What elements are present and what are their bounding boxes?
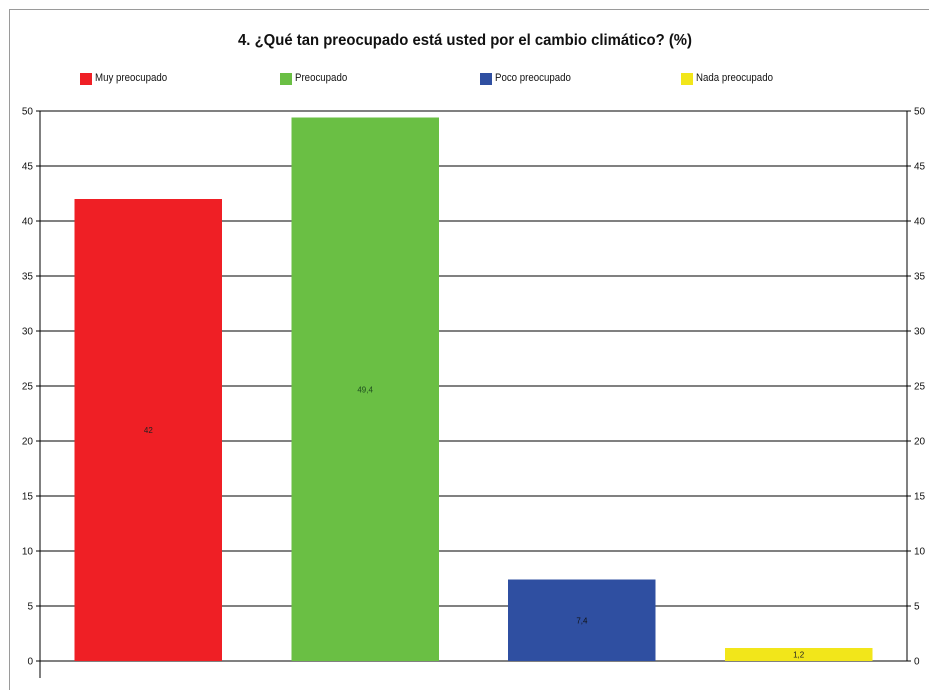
data-label-muy-preocupado: 42 (144, 426, 153, 435)
y-tick-label-left: 20 (22, 437, 34, 448)
y-tick-label-right: 35 (914, 272, 926, 283)
data-label-nada-preocupado: 1,2 (793, 650, 805, 659)
bar-nada-preocupado (724, 647, 873, 661)
y-tick-label-left: 35 (22, 272, 34, 283)
y-tick-label-left: 40 (22, 217, 34, 228)
legend-label-preocupado: Preocupado (295, 72, 348, 84)
chart-title: 4. ¿Qué tan preocupado está usted por el… (238, 32, 692, 49)
y-tick-label-left: 50 (22, 107, 34, 118)
bar-muy-preocupado (74, 199, 223, 661)
y-tick-label-right: 25 (914, 382, 926, 393)
data-label-preocupado: 49,4 (357, 385, 373, 394)
y-tick-label-left: 0 (27, 657, 33, 668)
y-tick-label-right: 0 (914, 657, 920, 668)
legend-swatch-muy-preocupado (80, 73, 92, 85)
y-tick-label-left: 10 (22, 547, 34, 558)
bar-poco-preocupado (508, 579, 656, 661)
y-tick-label-right: 40 (914, 217, 926, 228)
y-tick-label-right: 30 (914, 327, 926, 338)
data-label-poco-preocupado: 7,4 (576, 616, 588, 625)
legend-swatch-preocupado (280, 73, 292, 85)
y-tick-label-left: 30 (22, 327, 34, 338)
y-tick-label-right: 50 (914, 107, 926, 118)
y-tick-label-right: 5 (914, 602, 920, 613)
y-tick-label-left: 5 (27, 602, 33, 613)
legend-swatch-poco-preocupado (480, 73, 492, 85)
y-tick-label-right: 10 (914, 547, 926, 558)
y-tick-label-right: 20 (914, 437, 926, 448)
bar-preocupado (291, 117, 439, 662)
chart-frame (9, 9, 929, 690)
legend-swatch-nada-preocupado (681, 73, 693, 85)
y-tick-label-left: 25 (22, 382, 34, 393)
y-tick-label-right: 15 (914, 492, 926, 503)
y-tick-label-right: 45 (914, 162, 926, 173)
legend-label-nada-preocupado: Nada preocupado (696, 72, 773, 84)
y-tick-label-left: 15 (22, 492, 34, 503)
legend-label-poco-preocupado: Poco preocupado (495, 72, 571, 84)
y-tick-label-left: 45 (22, 162, 34, 173)
legend-label-muy-preocupado: Muy preocupado (95, 72, 168, 84)
